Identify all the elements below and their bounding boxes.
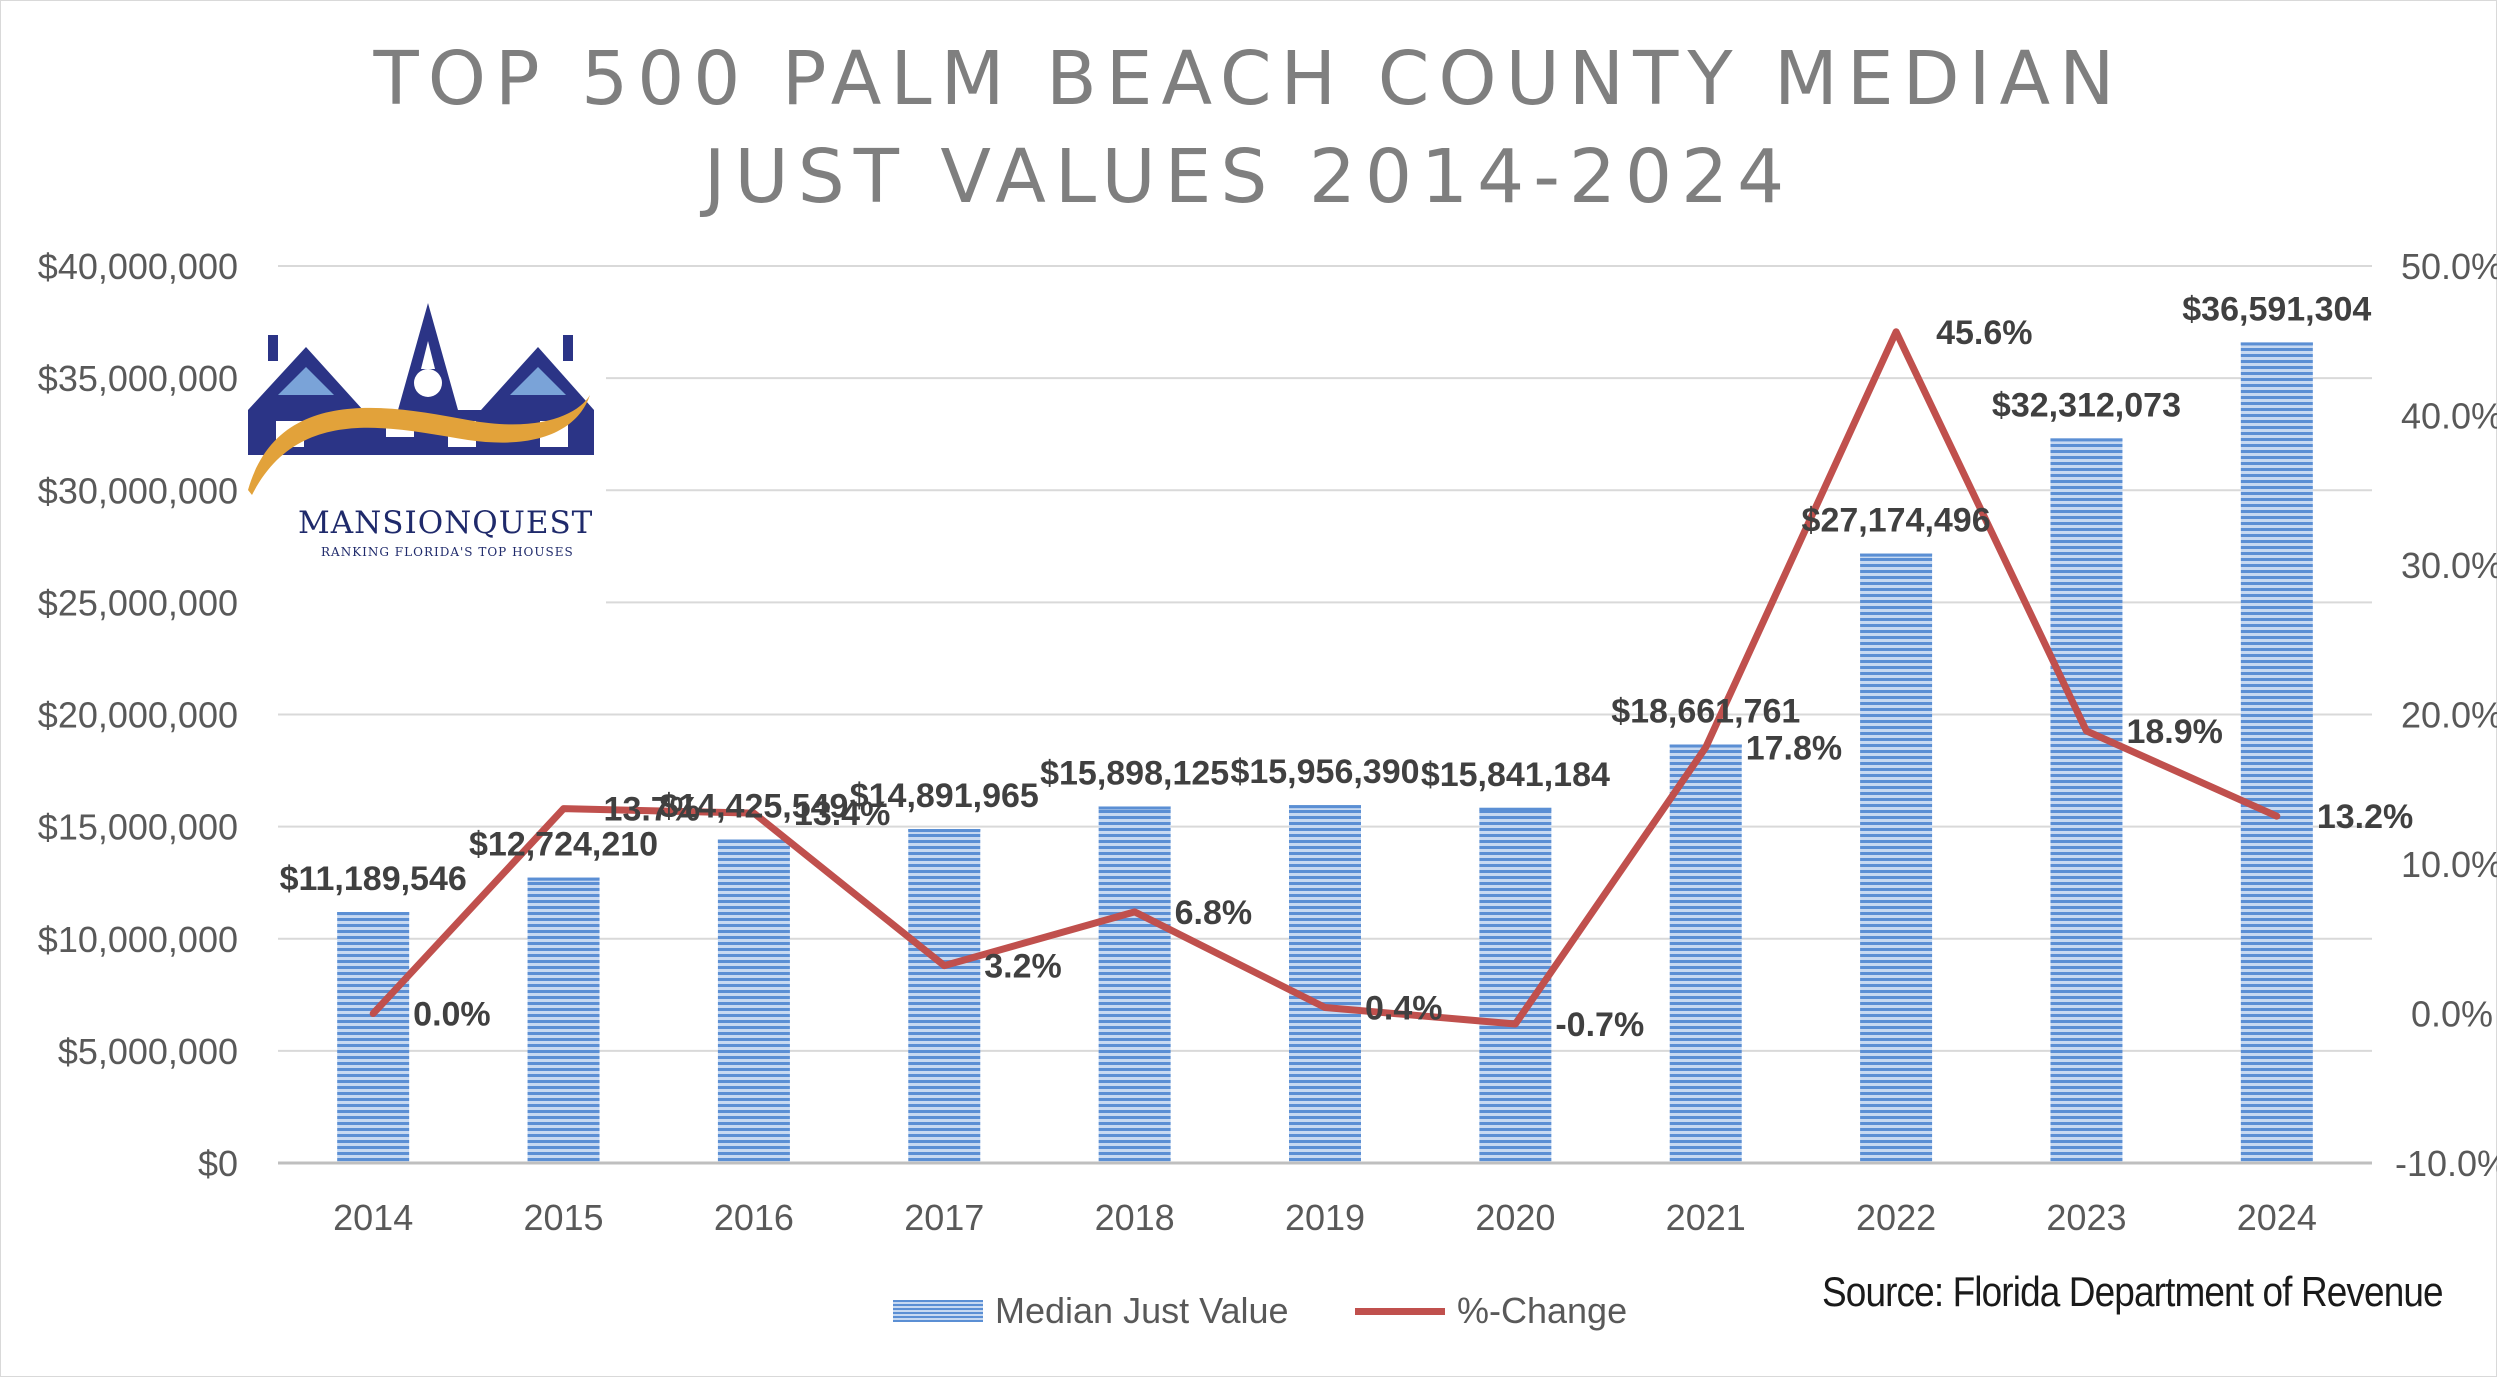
x-tick-label: 2018 [1095,1197,1175,1238]
line-data-label: 0.0% [413,996,491,1034]
left-tick-label: $15,000,000 [38,807,238,848]
line-data-label: 18.9% [2126,713,2222,751]
line-data-label: 13.4% [794,795,890,833]
bar-data-label: $18,661,761 [1611,693,1800,731]
line-data-label: 45.6% [1936,314,2032,352]
bar [1669,744,1742,1163]
chart-title-line-2: JUST VALUES 2014-2024 [703,134,1794,220]
logo-tagline: RANKING FLORIDA'S TOP HOUSES [321,545,574,559]
bar [1098,806,1171,1163]
line-data-label: -0.7% [1555,1006,1644,1044]
left-tick-label: $40,000,000 [38,246,238,287]
x-tick-label: 2022 [1856,1197,1936,1238]
right-axis-ticks: -10.0% 0.0% 10.0% 20.0% 30.0% 40.0% 50.0% [2395,246,2497,1184]
bar-data-label: $15,841,184 [1421,756,1610,794]
legend-bar-swatch [893,1300,983,1322]
bar-data-label: $14,425,549 [659,788,848,826]
bar-data-label: $27,174,496 [1802,502,1991,540]
line-data-labels: 0.0% 13.7% 13.4% 3.2% 6.8% 0.4% -0.7% 17.8% 45.6… [413,314,2413,1044]
bar [2050,438,2123,1164]
bar-data-label: $15,956,390 [1230,753,1419,791]
bar-data-label: $12,724,210 [469,826,658,864]
legend-label-median-just-value: Median Just Value [995,1290,1289,1331]
mansion-house-icon [248,303,594,495]
bar-top-edge [1289,805,1361,809]
left-tick-label: $35,000,000 [38,358,238,399]
legend-item-pct-change: %-Change [1355,1290,1627,1332]
bar [1289,805,1361,1163]
line-data-label: 17.8% [1746,729,1842,767]
line-data-label: 0.4% [1365,990,1443,1028]
x-tick-label: 2015 [523,1197,603,1238]
line-data-label: 6.8% [1175,894,1253,932]
source-note: Source: Florida Department of Revenue [1822,1268,2444,1315]
bar-top-edge [1860,553,1933,557]
bar [527,877,600,1163]
left-tick-label: $25,000,000 [38,582,238,623]
chart-title-line-1: TOP 500 PALM BEACH COUNTY MEDIAN [373,36,2124,122]
right-tick-label: 40.0% [2401,396,2497,437]
bar-data-label: $15,898,125 [1040,754,1229,792]
bar-top-edge [908,829,981,833]
left-tick-label: $20,000,000 [38,695,238,736]
right-tick-label: 30.0% [2401,545,2497,586]
right-tick-label: -10.0% [2395,1143,2497,1184]
bar-data-label: $32,312,073 [1992,386,2181,424]
mansionquest-logo: MANSIONQUEST RANKING FLORIDA'S TOP HOUSE… [248,295,606,607]
right-tick-label: 10.0% [2401,844,2497,885]
bar-data-labels: $11,189,546$12,724,210$14,425,549 $14,891… [280,290,2372,898]
bar-top-edge [2240,342,2313,346]
line-data-label: 13.2% [2317,798,2413,836]
right-tick-label: 20.0% [2401,695,2497,736]
bar-top-edge [1098,806,1171,810]
left-tick-label: $0 [198,1143,238,1184]
chart-title: TOP 500 PALM BEACH COUNTY MEDIAN JUST VA… [0,30,2497,226]
left-tick-label: $10,000,000 [38,919,238,960]
pct-change-line [369,328,2281,1028]
x-tick-label: 2021 [1666,1197,1746,1238]
right-tick-label: 0.0% [2411,994,2493,1035]
bar [2240,342,2313,1163]
legend-item-median-just-value: Median Just Value [893,1290,1289,1332]
logo-wordmark: MANSIONQUEST [298,505,594,541]
x-axis-ticks: 2014 2015 2016 2017 2018 2019 2020 2021 2022 2023… [333,1197,2317,1238]
x-tick-label: 2014 [333,1197,413,1238]
legend-label-pct-change: %-Change [1457,1290,1628,1331]
x-tick-label: 2016 [714,1197,794,1238]
bar-top-edge [717,839,790,843]
bar [908,829,981,1163]
bar-top-edge [1479,807,1552,811]
right-tick-label: 50.0% [2401,246,2497,287]
bar [1860,553,1933,1163]
line-data-label: 13.7% [604,791,700,829]
bar-data-label: $14,891,965 [850,777,1039,815]
line-data-label: 3.2% [984,948,1062,986]
bar [717,839,790,1163]
x-tick-label: 2020 [1475,1197,1555,1238]
legend-line-swatch [1355,1307,1445,1315]
bar-top-edge [527,877,600,881]
bar-top-edge [337,912,410,916]
legend: Median Just Value %-Change [0,1290,1780,1332]
bar-data-label: $36,591,304 [2182,290,2371,328]
left-axis-ticks: $0 $5,000,000 $10,000,000 $15,000,000 $20,00… [38,246,238,1184]
bar-top-edge [2050,438,2123,442]
x-tick-label: 2017 [904,1197,984,1238]
left-tick-label: $5,000,000 [58,1031,238,1072]
bar-data-label: $11,189,546 [280,860,467,898]
x-tick-label: 2024 [2237,1197,2317,1238]
left-tick-label: $30,000,000 [38,470,238,511]
x-tick-label: 2019 [1285,1197,1365,1238]
x-tick-label: 2023 [2046,1197,2126,1238]
bar [337,912,410,1163]
